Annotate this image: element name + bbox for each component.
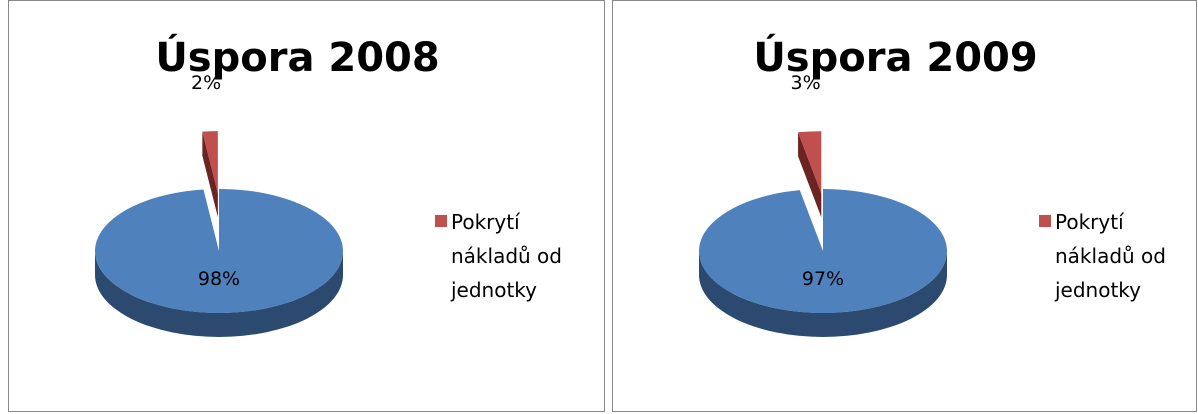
- chart-panel: Úspora 2008 98% 2% Pokrytí nákladů od jedno…: [8, 0, 605, 412]
- pie-side: [95, 251, 343, 337]
- slice-side: [202, 131, 218, 218]
- chart-title: Úspora 2008: [155, 33, 439, 81]
- pie-slice: [798, 131, 822, 194]
- chart: Úspora 2008 98% 2%: [94, 33, 447, 337]
- legend-swatch: [435, 215, 447, 227]
- data-label: 98%: [198, 268, 240, 290]
- pie-side: [699, 251, 947, 337]
- legend-label: Pokrytí nákladů od jednotky: [1055, 210, 1166, 302]
- data-label: 3%: [791, 72, 821, 94]
- legend-swatch: [1039, 215, 1051, 227]
- data-label: 97%: [802, 268, 844, 290]
- pie-slice: [698, 189, 947, 313]
- legend-label: Pokrytí nákladů od jednotky: [451, 210, 562, 302]
- pie-slice: [202, 131, 218, 194]
- chart-panel: Úspora 2009 97% 3% Pokrytí nákladů od jedno…: [612, 0, 1197, 412]
- pie-slice: [94, 189, 343, 313]
- chart-title: Úspora 2009: [753, 33, 1037, 81]
- data-label: 2%: [191, 72, 221, 94]
- slice-side: [798, 132, 822, 218]
- chart: Úspora 2009 97% 3%: [698, 33, 1051, 337]
